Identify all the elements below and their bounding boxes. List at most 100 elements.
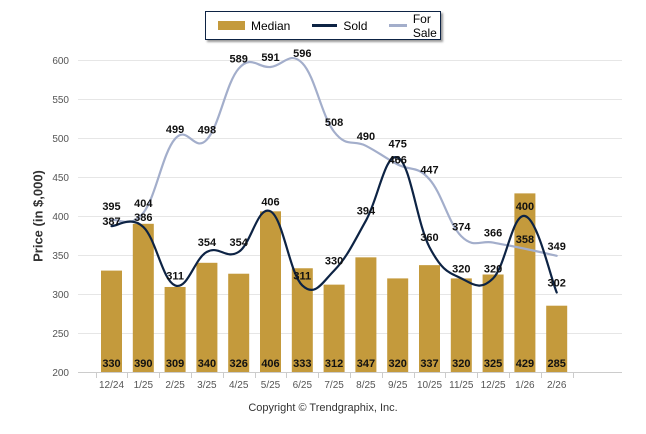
x-tick-label: 6/25	[293, 380, 313, 391]
median-bar	[101, 270, 122, 372]
y-axis-label: Price (in $,000)	[30, 170, 46, 262]
sold-line	[110, 156, 558, 294]
median-bar	[387, 278, 409, 372]
for-sale-data-label: 358	[516, 234, 534, 246]
y-tick-label: 250	[52, 329, 69, 340]
for-sale-data-label: 349	[548, 241, 566, 253]
for-sale-data-label: 591	[261, 52, 279, 64]
x-tick-label: 2/25	[165, 380, 185, 391]
median-data-label: 285	[548, 358, 566, 370]
x-tick-label: 1/26	[515, 380, 535, 391]
median-data-label: 429	[516, 358, 534, 370]
sold-data-label: 320	[484, 263, 502, 275]
for-sale-data-label: 395	[102, 201, 120, 213]
for-sale-line	[110, 57, 558, 257]
median-data-label: 312	[325, 358, 343, 370]
y-tick-label: 600	[52, 56, 69, 67]
for-sale-data-label: 498	[198, 125, 216, 137]
x-axis: 12/24 1/25 2/25 3/25 4/25 5/25 6/25 7/25 8/25 9/2…	[78, 372, 622, 391]
for-sale-data-label: 499	[166, 124, 184, 136]
x-tick-label: 11/25	[449, 380, 474, 391]
x-tick-label: 2/26	[547, 380, 567, 391]
median-data-label: 406	[261, 358, 279, 370]
y-axis-ticks: 200 250 300 350 400 450 500 550 600	[52, 56, 69, 379]
sold-data-label: 394	[357, 206, 376, 218]
x-tick-label: 12/24	[99, 380, 124, 391]
median-data-label: 340	[198, 358, 216, 370]
for-sale-data-label: 374	[452, 221, 471, 233]
median-data-label: 309	[166, 358, 184, 370]
median-bar	[450, 278, 472, 372]
legend-label-for-sale: For Sale	[412, 11, 437, 40]
y-tick-label: 200	[52, 368, 69, 379]
median-data-label: 320	[389, 358, 407, 370]
sold-data-label: 475	[389, 139, 407, 151]
legend-label-sold: Sold	[343, 18, 368, 33]
legend: Median Sold For Sale	[205, 11, 441, 40]
sold-data-label: 311	[166, 270, 184, 282]
sold-data-label: 406	[261, 196, 279, 208]
sold-data-label: 387	[102, 216, 120, 228]
median-bar	[291, 268, 313, 372]
median-bar	[164, 286, 186, 372]
median-data-label: 325	[484, 358, 502, 370]
median-data-label: 330	[102, 358, 120, 370]
for-sale-data-label: 596	[293, 48, 311, 60]
y-tick-label: 350	[52, 251, 69, 262]
median-data-label: 337	[420, 358, 438, 370]
median-bar	[323, 284, 345, 372]
x-tick-label: 12/25	[481, 380, 506, 391]
series-lines	[110, 57, 558, 294]
x-tick-label: 4/25	[229, 380, 249, 391]
x-tick-label: 7/25	[324, 380, 344, 391]
median-data-label: 390	[134, 358, 152, 370]
sold-data-label: 330	[325, 256, 343, 268]
median-data-label: 320	[452, 358, 470, 370]
sold-data-label: 400	[516, 201, 534, 213]
median-bar	[546, 305, 568, 372]
sold-data-label: 360	[420, 232, 438, 244]
y-tick-label: 500	[52, 134, 69, 145]
x-tick-label: 8/25	[356, 380, 376, 391]
for-sale-swatch-icon	[389, 24, 407, 27]
median-swatch-icon	[218, 21, 245, 30]
legend-item-sold[interactable]: Sold	[312, 19, 367, 33]
x-tick-label: 5/25	[261, 380, 281, 391]
sold-data-label: 354	[230, 237, 249, 249]
x-tick-label: 9/25	[388, 380, 408, 391]
median-bar	[260, 211, 281, 372]
x-tick-label: 10/25	[417, 380, 442, 391]
median-bar	[482, 274, 504, 372]
y-tick-label: 400	[52, 212, 69, 223]
for-sale-data-label: 366	[484, 228, 502, 240]
median-bar	[132, 223, 154, 372]
sold-data-label: 386	[134, 212, 152, 224]
x-tick-label: 1/25	[134, 380, 154, 391]
legend-item-for-sale[interactable]: For Sale	[389, 12, 444, 40]
median-bar	[419, 265, 440, 372]
y-tick-label: 450	[52, 173, 69, 184]
sold-data-label: 302	[548, 277, 566, 289]
for-sale-data-label: 466	[389, 155, 407, 167]
y-tick-label: 300	[52, 290, 69, 301]
data-labels: 330 390 309 340 326 406 333 312 347 320 337 320 325 4…	[102, 48, 566, 370]
y-tick-label: 550	[52, 95, 69, 106]
median-data-label: 347	[357, 358, 375, 370]
sold-data-label: 320	[452, 263, 470, 275]
legend-item-median[interactable]: Median	[218, 19, 290, 33]
gridlines	[78, 60, 622, 373]
copyright-text: Copyright © Trendgraphix, Inc.	[248, 402, 398, 414]
sold-data-label: 311	[293, 270, 311, 282]
sold-data-label: 354	[198, 237, 217, 249]
median-bar	[355, 257, 377, 372]
for-sale-data-label: 490	[357, 131, 375, 143]
for-sale-data-label: 447	[420, 164, 438, 176]
median-bars	[101, 193, 568, 372]
sold-swatch-icon	[312, 24, 338, 27]
median-data-label: 326	[230, 358, 248, 370]
legend-label-median: Median	[251, 18, 291, 33]
median-data-label: 333	[293, 358, 311, 370]
median-bar	[228, 273, 250, 372]
for-sale-data-label: 589	[230, 54, 248, 66]
